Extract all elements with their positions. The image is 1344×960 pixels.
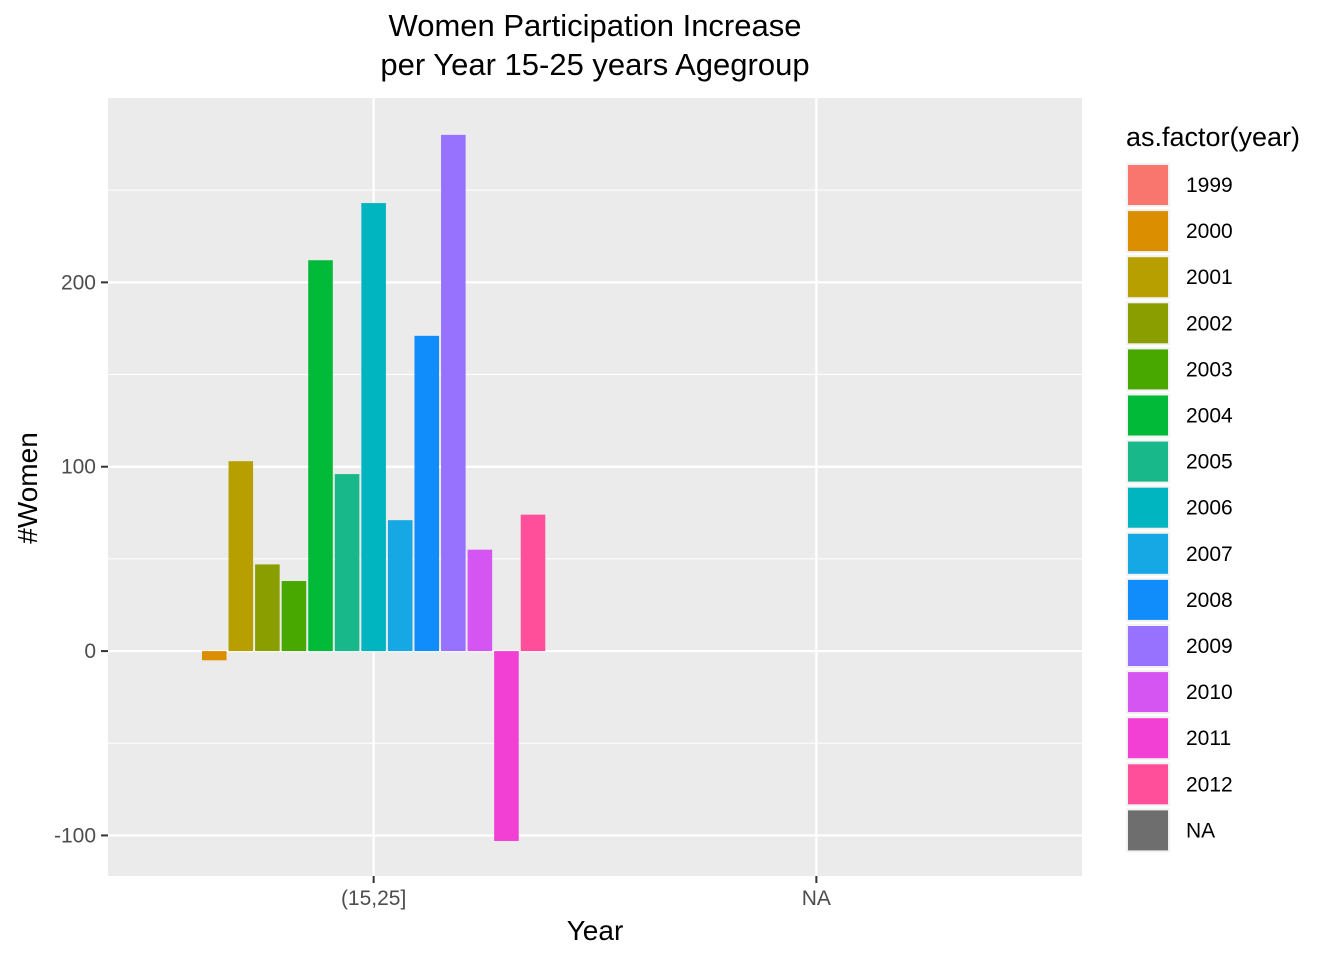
bar-2003 [281, 581, 307, 652]
bar-2012 [520, 514, 546, 652]
legend-swatch-2012 [1128, 764, 1168, 805]
legend-swatch-2011 [1128, 718, 1168, 759]
bars [201, 134, 546, 841]
legend-swatch-2005 [1128, 441, 1168, 482]
legend-swatch-2003 [1128, 349, 1168, 390]
legend-label: 2008 [1186, 589, 1233, 612]
bar-2008 [414, 335, 440, 652]
legend-swatch-2001 [1128, 257, 1168, 298]
bar-2001 [228, 461, 254, 652]
legend-swatch-2009 [1128, 626, 1168, 666]
chart-title-line-2: per Year 15-25 years Agegroup [380, 47, 810, 82]
x-axis: (15,25] NA [341, 876, 831, 910]
legend-swatch-2007 [1128, 533, 1168, 574]
legend: 1999 2000 2001 2002 2003 2004 2005 2006 2007 2008… [1126, 163, 1233, 853]
bar-2004 [308, 260, 333, 652]
legend-label: 2002 [1186, 312, 1233, 335]
bar-2010 [467, 549, 493, 652]
legend-label: 2001 [1186, 266, 1233, 289]
legend-label: 2000 [1186, 220, 1233, 243]
legend-label: 2010 [1186, 681, 1233, 704]
legend-swatch-1999 [1128, 165, 1168, 205]
legend-label: 2007 [1186, 543, 1233, 566]
legend-label: 2012 [1186, 773, 1233, 796]
legend-label: 1999 [1186, 174, 1233, 197]
x-tick-label: NA [802, 887, 831, 910]
legend-swatch-2002 [1128, 303, 1168, 344]
y-tick-label: 100 [61, 456, 96, 479]
legend-swatch-2010 [1128, 672, 1168, 713]
bar-2000 [201, 651, 227, 661]
legend-swatch-2008 [1128, 579, 1168, 620]
legend-label: 2011 [1186, 727, 1231, 750]
y-tick-label: 200 [61, 271, 96, 294]
legend-label: NA [1186, 819, 1215, 842]
y-tick-label: 0 [84, 640, 96, 663]
legend-swatch-2006 [1128, 487, 1168, 528]
legend-label: 2009 [1186, 635, 1233, 658]
legend-swatch-NA [1128, 810, 1168, 851]
bar-2002 [255, 564, 280, 652]
x-tick-label: (15,25] [341, 887, 406, 910]
legend-label: 2004 [1186, 405, 1233, 428]
legend-title: as.factor(year) [1126, 122, 1300, 152]
legend-swatch-2000 [1128, 211, 1168, 252]
legend-label: 2005 [1186, 451, 1233, 474]
legend-swatch-2004 [1128, 395, 1168, 436]
bar-2005 [334, 474, 360, 652]
chart-title-line-1: Women Participation Increase [388, 8, 802, 43]
plot-panel [108, 98, 1082, 876]
bar-2011 [494, 651, 519, 841]
bar-2006 [361, 203, 386, 652]
y-axis: -100 0 100 200 [54, 271, 108, 847]
y-tick-label: -100 [54, 824, 96, 847]
minor-gridlines [108, 189, 1082, 744]
legend-label: 2003 [1186, 358, 1233, 381]
bar-2007 [387, 520, 413, 652]
y-axis-title: #Women [12, 432, 43, 544]
legend-label: 2006 [1186, 497, 1233, 520]
x-axis-title: Year [567, 915, 624, 946]
bar-2009 [441, 134, 466, 652]
